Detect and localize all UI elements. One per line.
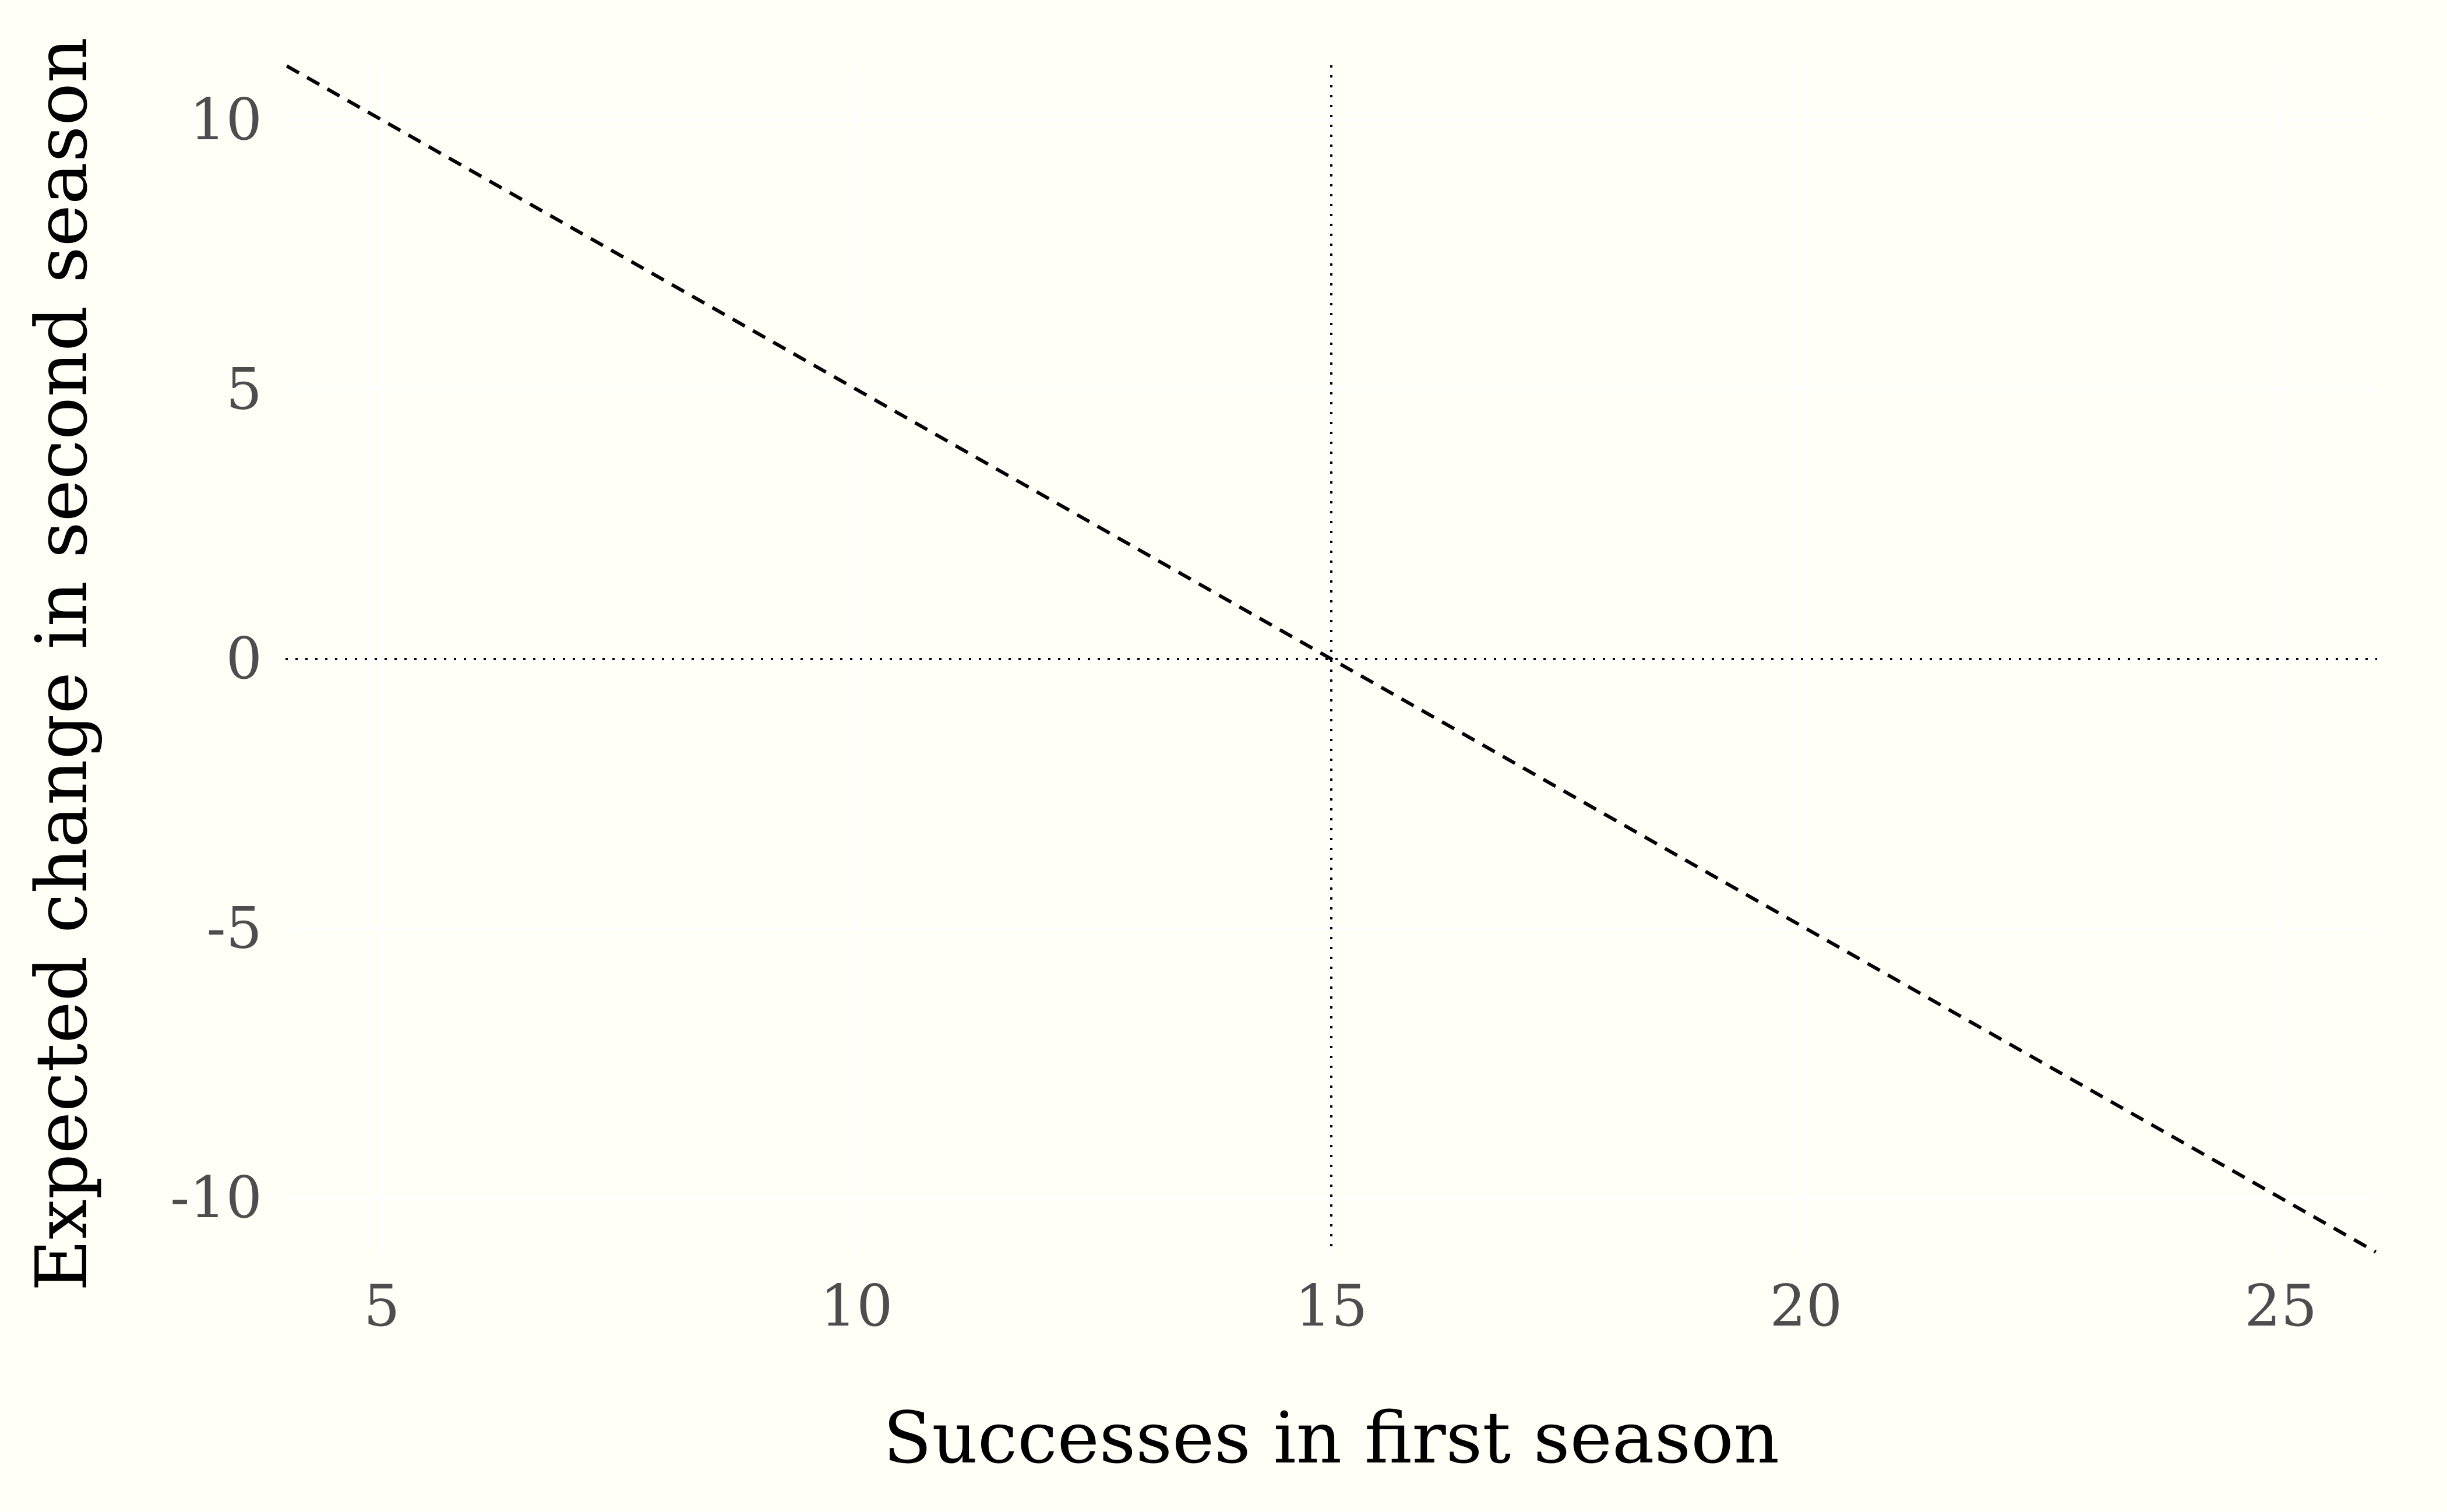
y-axis-title: Expected change in second season xyxy=(20,37,103,1291)
x-tick-label: 10 xyxy=(820,1273,893,1340)
y-tick-label: 0 xyxy=(226,626,262,692)
x-tick-label: 5 xyxy=(364,1273,400,1340)
x-tick-label: 15 xyxy=(1295,1273,1368,1340)
x-tick-label: 25 xyxy=(2244,1273,2317,1340)
series-layer xyxy=(285,64,2377,1254)
reference-lines xyxy=(285,65,2377,1253)
trend-line xyxy=(285,64,2377,1254)
y-tick-label: -5 xyxy=(207,896,262,962)
y-tick-labels: 10 5 0 -5 -10 xyxy=(170,87,262,1231)
x-tick-label: 20 xyxy=(1770,1273,1843,1340)
x-axis-title: Successes in first season xyxy=(883,1397,1779,1479)
y-tick-label: 5 xyxy=(226,356,262,422)
y-tick-label: -10 xyxy=(170,1165,262,1231)
x-tick-labels: 5 10 15 20 25 xyxy=(364,1273,2317,1340)
y-tick-label: 10 xyxy=(189,87,262,153)
